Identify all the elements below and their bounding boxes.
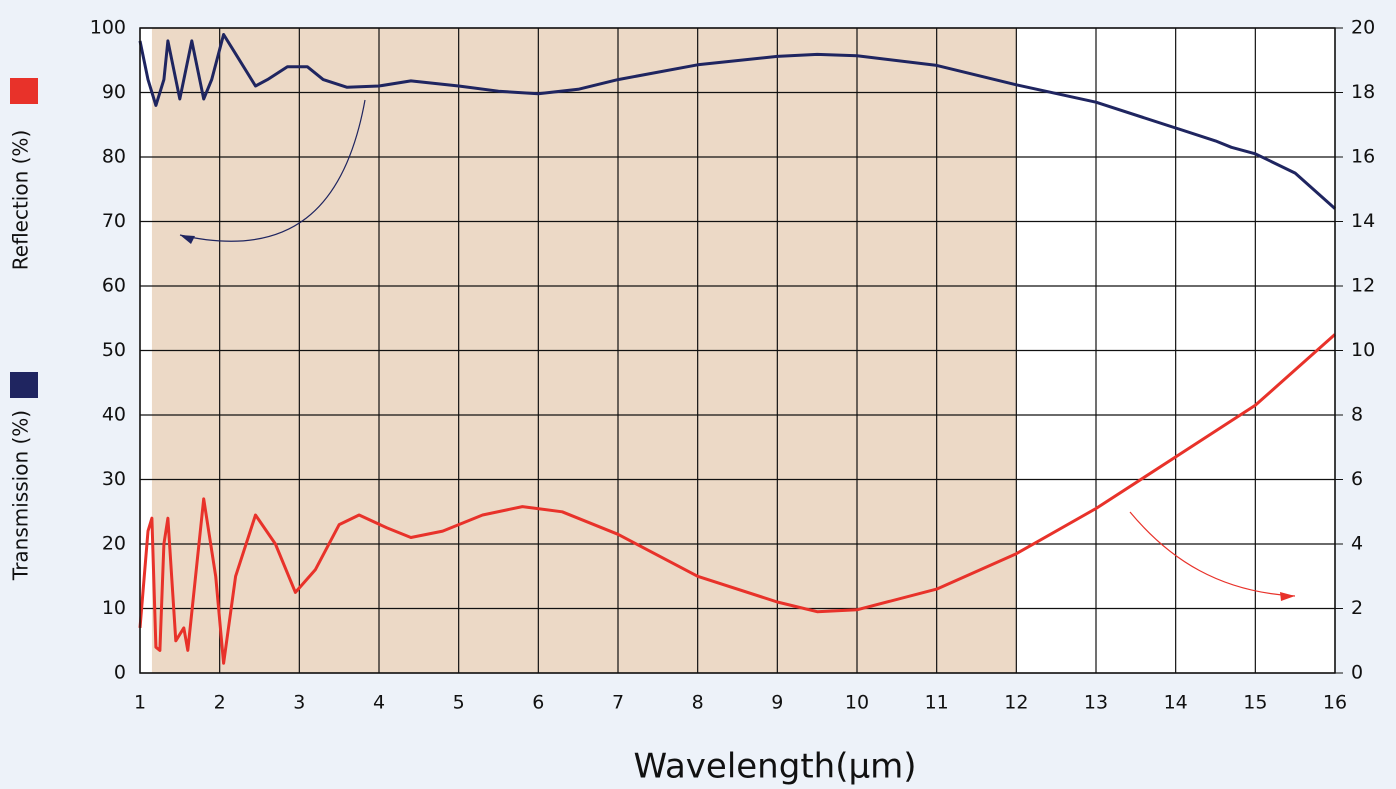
y-tick-label: 30 [102,468,126,490]
y2-tick-label: 2 [1351,597,1363,619]
y2-tick-label: 18 [1351,81,1375,103]
y2-tick-label: 8 [1351,404,1363,426]
y-tick-label: 90 [102,81,126,103]
y-tick-label: 10 [102,597,126,619]
y-tick-label: 70 [102,210,126,232]
x-tick-label: 2 [214,692,226,714]
x-tick-label: 3 [293,692,305,714]
y2-tick-label: 16 [1351,146,1375,168]
y-tick-label: 60 [102,275,126,297]
y-tick-label: 40 [102,404,126,426]
arrowhead [180,235,195,244]
x-tick-label: 14 [1164,692,1188,714]
y2-tick-label: 10 [1351,339,1375,361]
x-tick-label: 11 [925,692,949,714]
x-tick-label: 6 [532,692,544,714]
y2-tick-label: 4 [1351,533,1363,555]
y2-tick-label: 12 [1351,275,1375,297]
legend-label: Transmission (%) [9,410,33,581]
legend-swatch [10,78,38,104]
legend-swatch [10,372,38,398]
x-tick-label: 5 [453,692,465,714]
y2-tick-label: 0 [1351,662,1363,684]
arrowhead [1280,592,1295,601]
x-tick-label: 4 [373,692,385,714]
x-tick-label: 16 [1323,692,1347,714]
y-tick-label: 100 [90,17,126,39]
series-line [138,333,1336,665]
y2-tick-label: 14 [1351,210,1375,232]
y2-tick-label: 6 [1351,468,1363,490]
y-tick-label: 0 [114,662,126,684]
x-tick-label: 8 [692,692,704,714]
x-tick-label: 9 [771,692,783,714]
x-tick-label: 1 [134,692,146,714]
legend-label: Reflection (%) [9,130,33,270]
x-tick-label: 15 [1243,692,1267,714]
y-tick-label: 50 [102,339,126,361]
x-tick-label: 12 [1004,692,1028,714]
arrow [1129,511,1296,597]
y-tick-label: 20 [102,533,126,555]
x-axis-label: Wavelength(μm) [634,747,917,787]
series-line [138,33,1336,210]
y2-tick-label: 20 [1351,17,1375,39]
arrow [179,99,366,242]
y-tick-label: 80 [102,146,126,168]
x-tick-label: 13 [1084,692,1108,714]
x-tick-label: 10 [845,692,869,714]
x-tick-label: 7 [612,692,624,714]
